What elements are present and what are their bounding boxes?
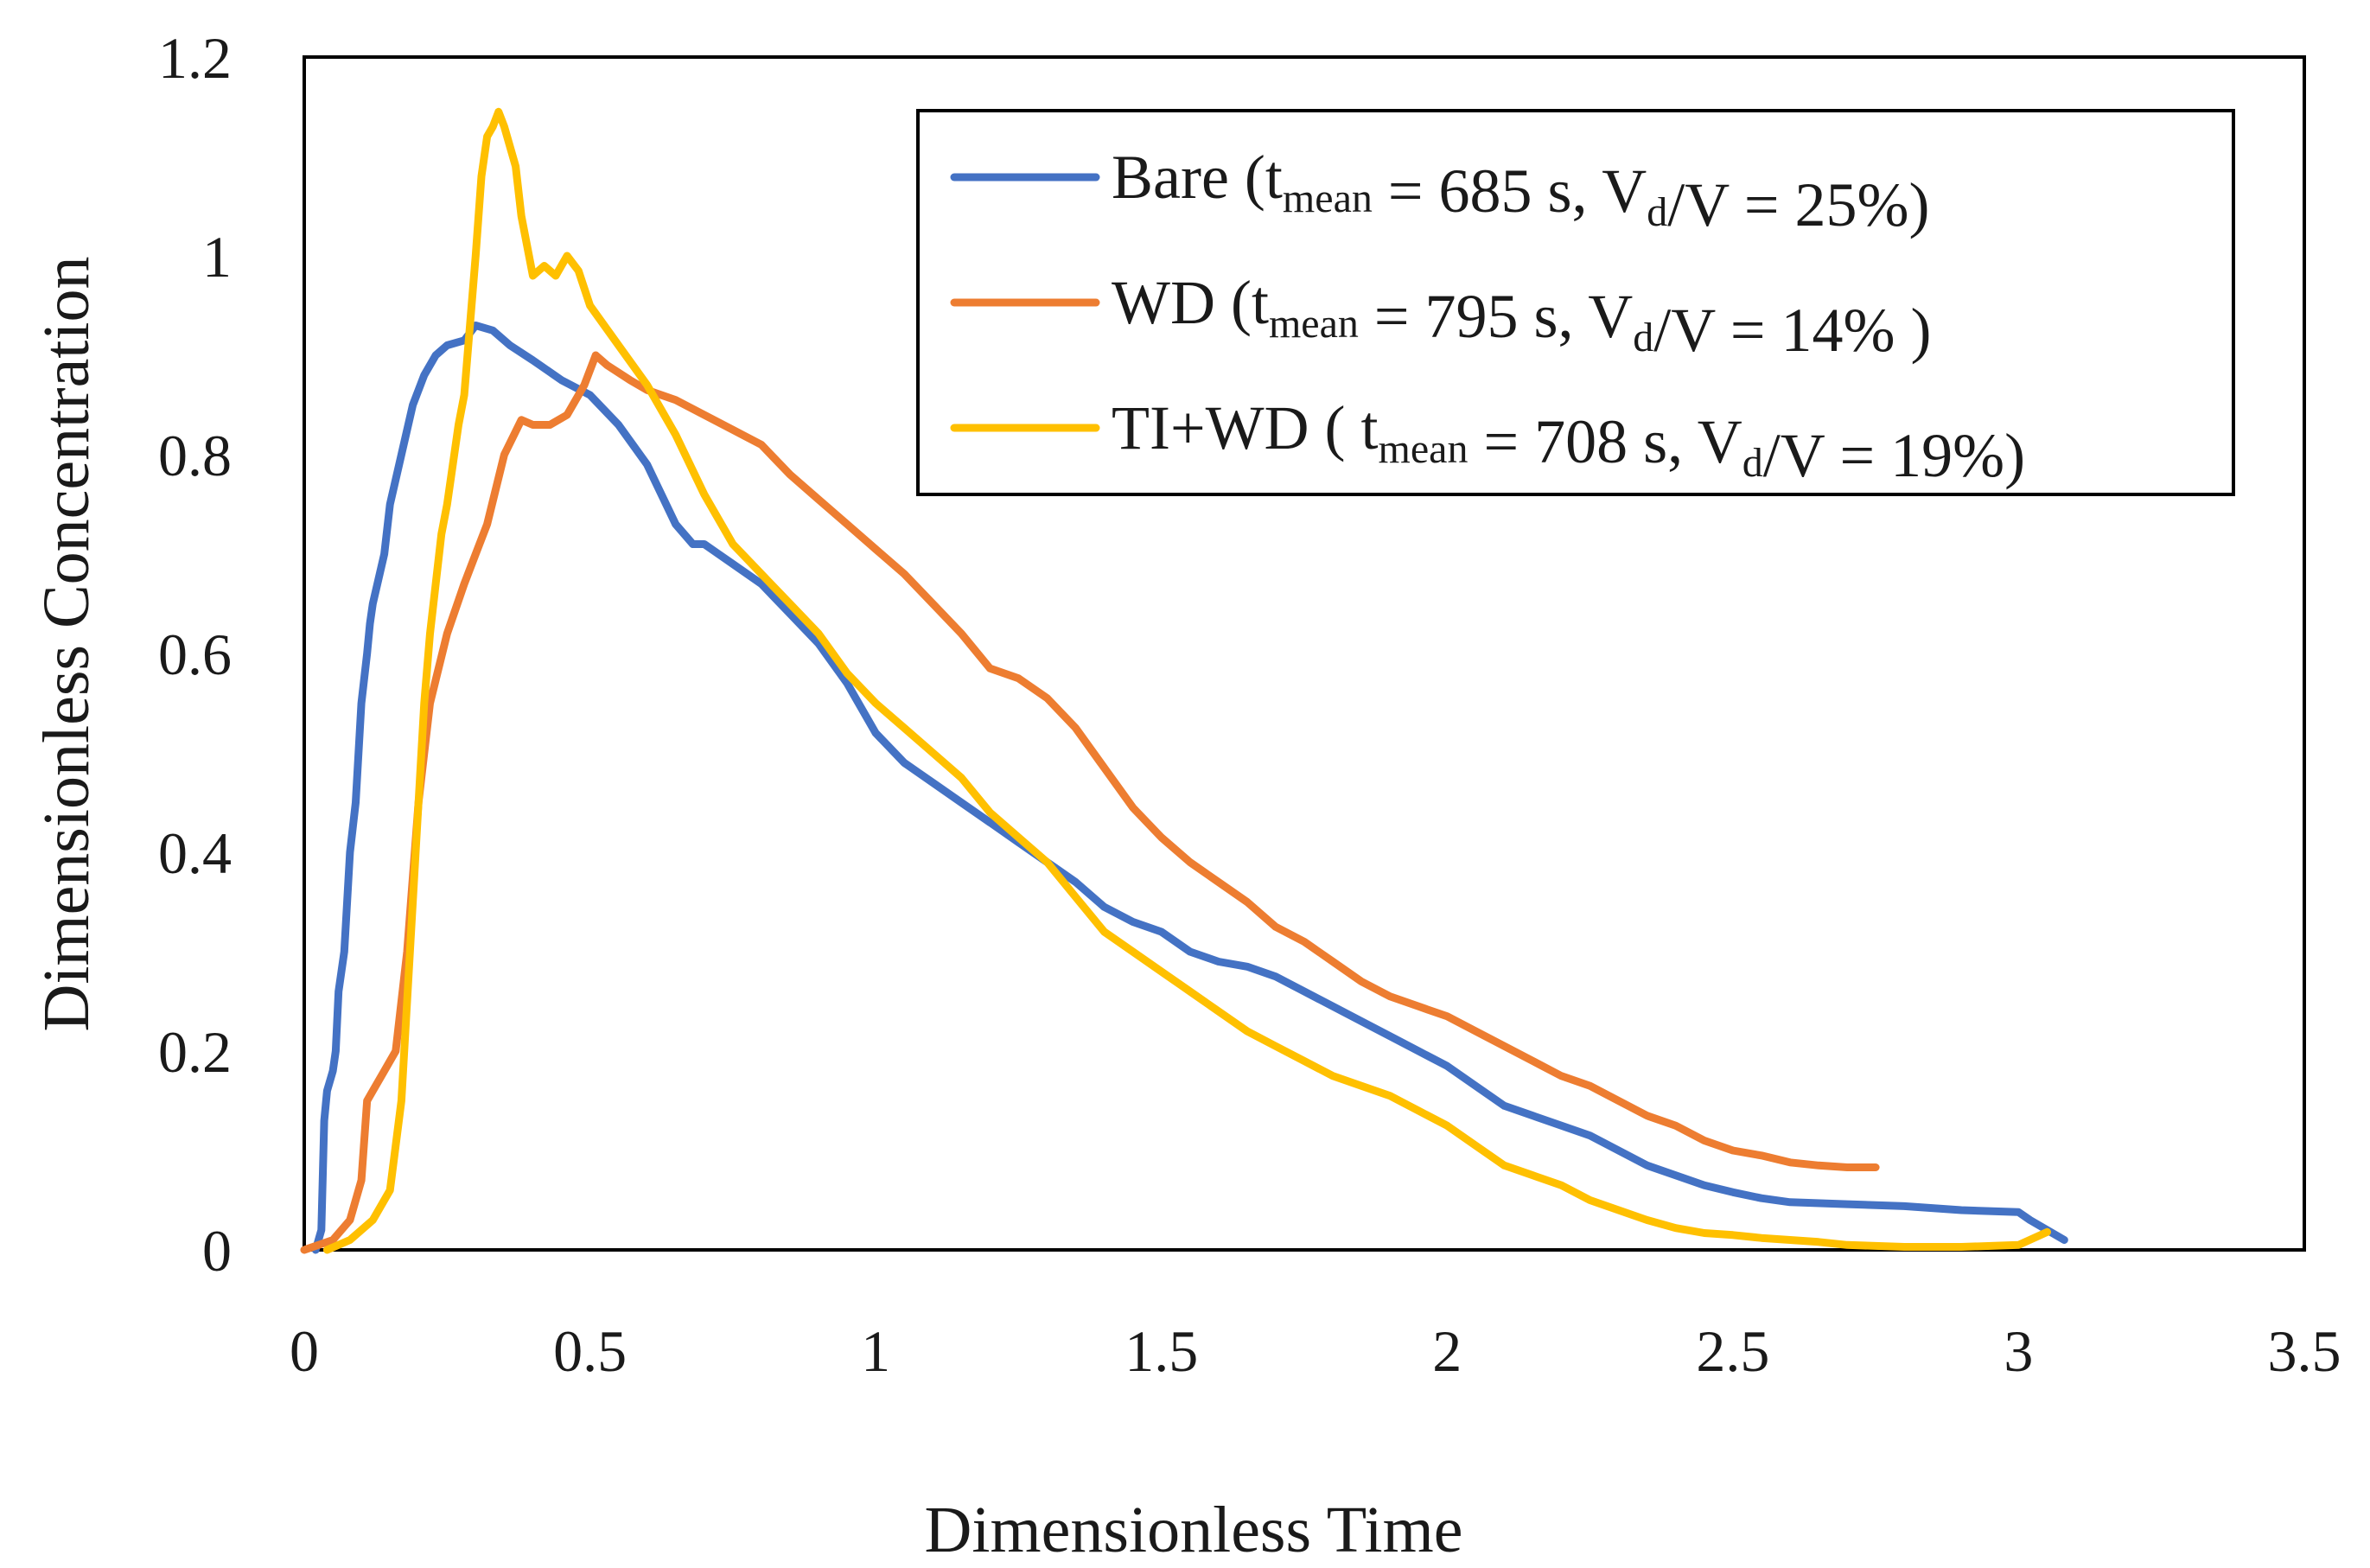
x-tick-label: 2 [1432, 1318, 1462, 1384]
legend-text-t: t [1252, 268, 1269, 337]
legend-text-name: TI+WD [1112, 393, 1309, 462]
y-tick-label: 1.2 [158, 25, 232, 91]
legend-text-t: t [1361, 393, 1379, 462]
y-tick-label: 0 [202, 1218, 232, 1284]
legend-text-t-sub: mean [1283, 175, 1373, 221]
x-axis-ticks: 0 0.5 1 1.5 2 2.5 3 3.5 [290, 1318, 2341, 1384]
x-tick-label: 3 [2004, 1318, 2033, 1384]
series-layer [300, 107, 2068, 1254]
legend-text-v-sub: d [1633, 315, 1653, 360]
legend-text-v-sub: d [1647, 189, 1667, 235]
legend-text-v: V [1602, 156, 1647, 226]
legend: Bare (tmean = 685 s, Vd/V = 25%)WD (tmea… [916, 109, 2235, 496]
legend-text-close: ) [2004, 421, 2025, 490]
series-line-ti-wd [322, 107, 2051, 1254]
legend-text-close: ) [1908, 170, 1929, 239]
legend-label: TI+WD ( tmean = 708 s, Vd/V = 19%) [1112, 393, 2025, 490]
y-tick-label: 0.6 [158, 621, 232, 687]
x-tick-label: 1.5 [1124, 1318, 1198, 1384]
legend-text-t-eq: = 685 s, [1373, 156, 1602, 226]
y-tick-label: 1 [202, 224, 232, 290]
legend-text-v-sub: d [1742, 440, 1763, 486]
y-tick-label: 0.2 [158, 1019, 232, 1085]
series-line-bare [311, 322, 2068, 1254]
legend-text-t-sub: mean [1379, 426, 1469, 472]
legend-text-open: ( [1215, 268, 1252, 337]
series-line-wd [300, 351, 1880, 1254]
legend-text-v: V [1698, 407, 1742, 476]
x-tick-label: 2.5 [1696, 1318, 1769, 1384]
legend-text-name: Bare [1112, 143, 1229, 212]
x-tick-label: 0 [290, 1318, 319, 1384]
y-tick-label: 0.4 [158, 820, 232, 886]
legend-text-close: ) [1911, 296, 1932, 365]
legend-text-v-eq: /V = 25% [1667, 170, 1908, 239]
legend-text-v-eq: /V = 19% [1763, 421, 2004, 490]
x-tick-label: 0.5 [553, 1318, 627, 1384]
y-axis-ticks: 0 0.2 0.4 0.6 0.8 1 1.2 [158, 25, 232, 1284]
legend-text-t-sub: mean [1269, 301, 1359, 347]
y-axis-title: Dimensionless Concentration [30, 256, 103, 1031]
x-axis-title: Dimensionless Time [925, 1494, 1463, 1566]
legend-text-open: ( [1309, 393, 1361, 462]
x-tick-label: 3.5 [2268, 1318, 2341, 1384]
y-tick-label: 0.8 [158, 423, 232, 488]
x-tick-label: 1 [861, 1318, 890, 1384]
legend-text-t-eq: = 708 s, [1468, 407, 1697, 476]
legend-text-t: t [1265, 143, 1283, 212]
legend-box [916, 109, 2235, 496]
legend-text-v-eq: /V = 14% [1653, 296, 1910, 365]
legend-text-name: WD [1112, 268, 1215, 337]
legend-text-t-eq: = 795 s, [1359, 282, 1588, 351]
legend-label: Bare (tmean = 685 s, Vd/V = 25%) [1112, 143, 1929, 239]
legend-text-open: ( [1229, 143, 1265, 212]
plot-area-frame [303, 55, 2306, 1252]
legend-label: WD (tmean = 795 s, Vd/V = 14% ) [1112, 268, 1932, 365]
legend-text-v: V [1588, 282, 1633, 351]
